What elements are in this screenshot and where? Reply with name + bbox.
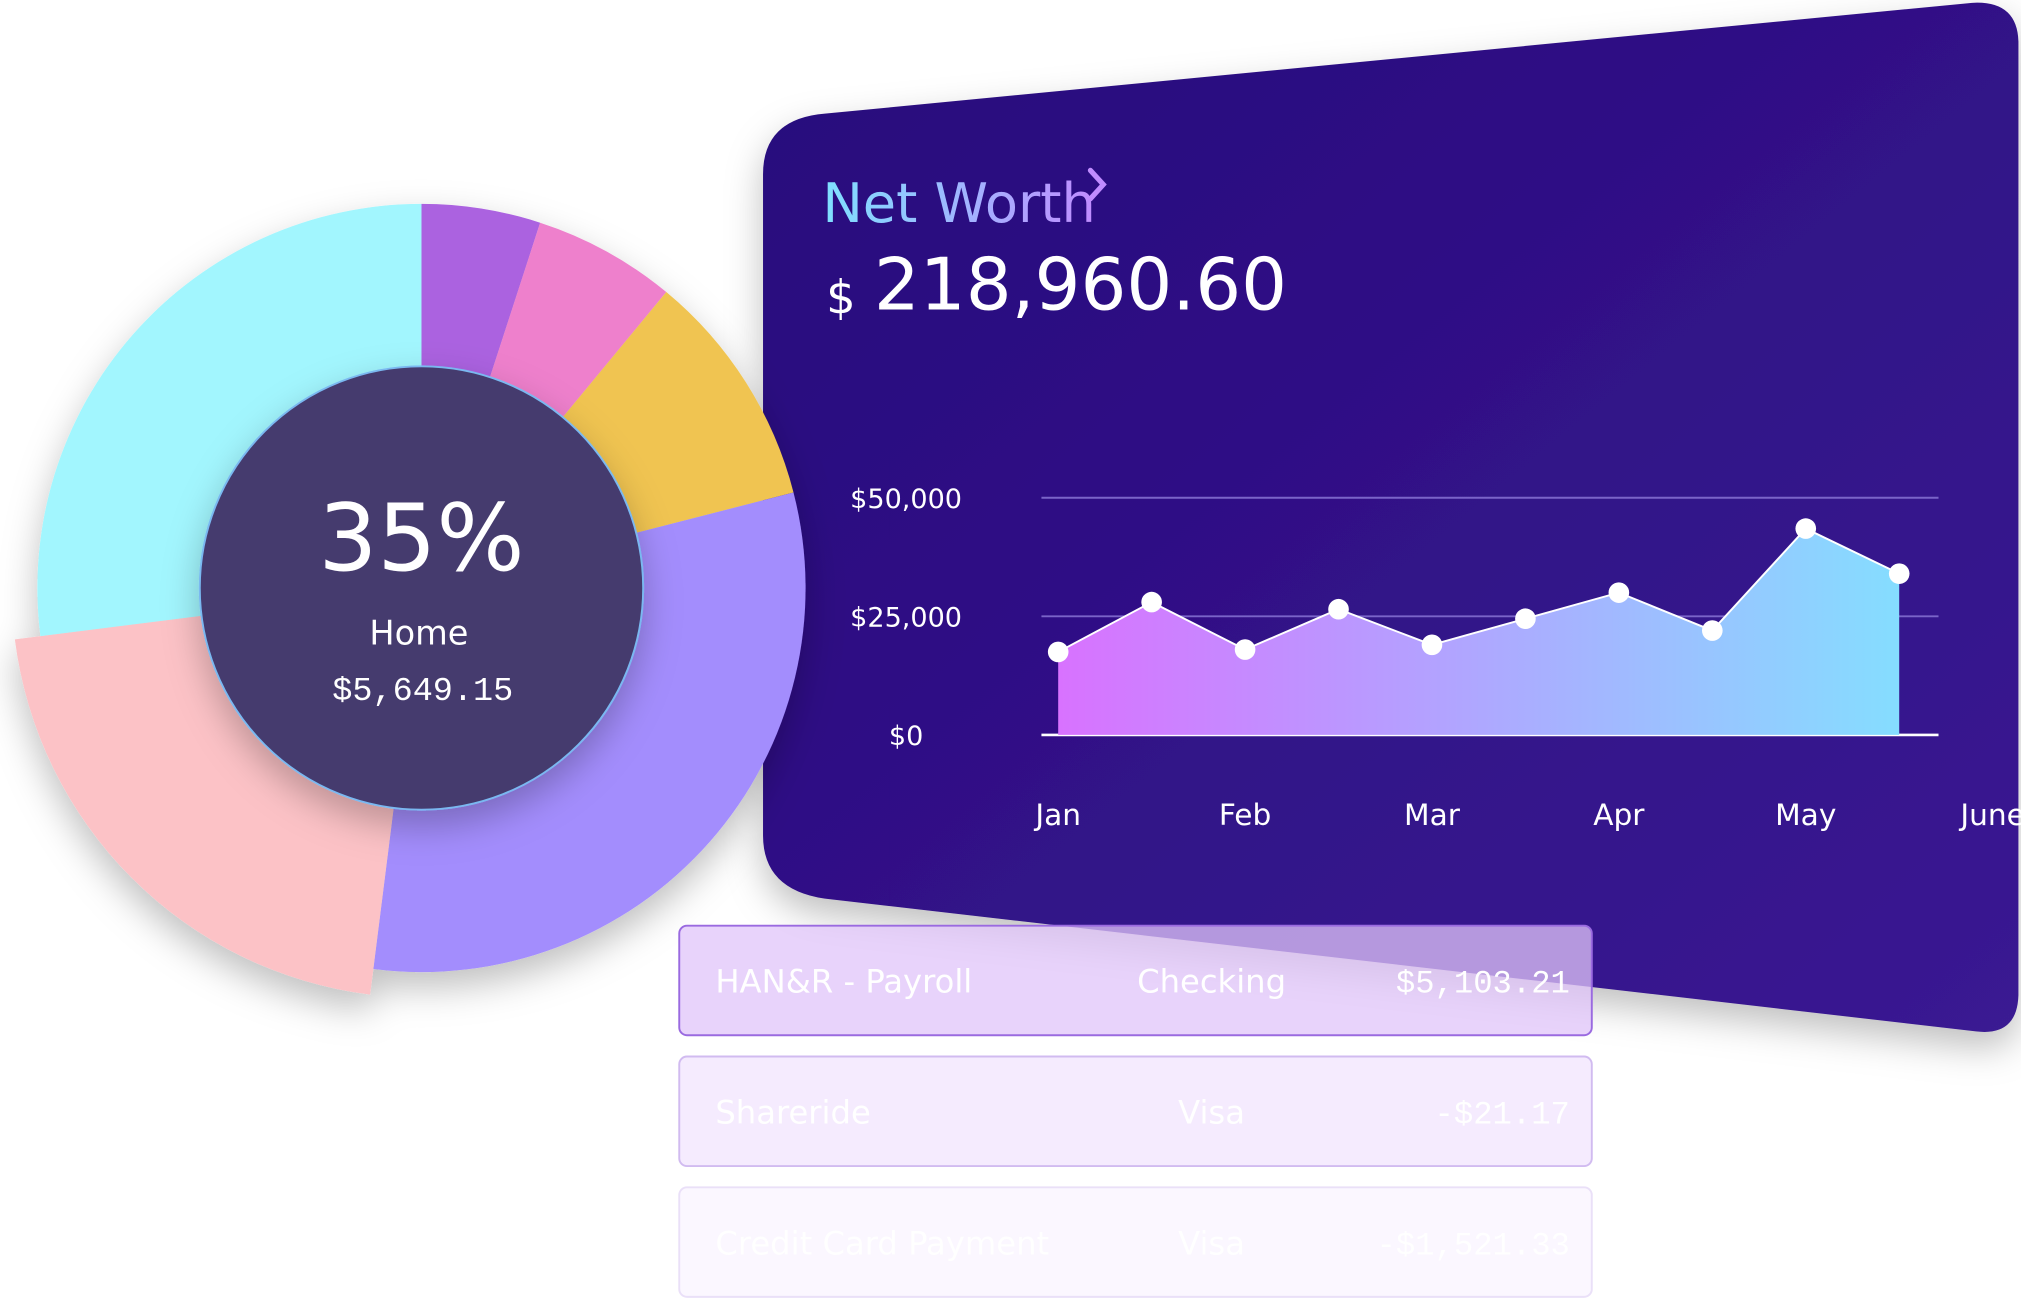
data-point <box>1141 591 1162 613</box>
y-tick-label: $0 <box>889 721 923 752</box>
y-tick-label: $50,000 <box>850 484 962 515</box>
data-point <box>1515 608 1536 630</box>
transaction-amount: $5,103.21 <box>1396 966 1570 1003</box>
total-currency: $ <box>826 270 856 324</box>
chevron-icon[interactable] <box>1087 167 1107 202</box>
data-point <box>1234 639 1256 660</box>
x-tick-label: Jan <box>1033 797 1081 832</box>
y-tick-label: $25,000 <box>850 603 962 634</box>
line <box>1057 527 1900 653</box>
x-tick-label: May <box>1775 797 1836 832</box>
transaction-name: Shareride <box>715 1094 870 1132</box>
row-background <box>678 924 1593 1037</box>
transaction-name: Credit Card Payment <box>715 1224 1049 1262</box>
data-point <box>1421 634 1443 656</box>
transaction-amount: -$1,521.33 <box>1377 1227 1570 1264</box>
x-tick-label: Apr <box>1593 797 1645 832</box>
center-label: Home <box>369 614 468 653</box>
transaction-row[interactable]: Shareride Visa -$21.17 <box>678 1055 1593 1168</box>
row-background <box>678 1055 1593 1168</box>
transaction-account: Checking <box>1137 963 1286 1001</box>
data-point <box>1701 620 1723 641</box>
row-background <box>678 1186 1593 1298</box>
net-worth-card <box>763 2 2019 1032</box>
x-tick-label: Feb <box>1219 797 1271 832</box>
transaction-account: Visa <box>1178 1094 1245 1132</box>
card-title: Net Worth <box>822 172 1095 235</box>
center-amount: $5,649.15 <box>332 673 513 711</box>
x-tick-label: Mar <box>1404 797 1461 832</box>
transaction-row[interactable]: Credit Card Payment Visa -$1,521.33 <box>678 1186 1593 1298</box>
transaction-account: Visa <box>1178 1224 1245 1262</box>
transaction-name: HAN&R - Payroll <box>715 963 972 1001</box>
total-amount: 218,960.60 <box>874 244 1287 328</box>
transaction-amount: -$21.17 <box>1435 1097 1570 1134</box>
x-tick-label: June <box>1958 797 2021 832</box>
donut-center <box>198 365 645 811</box>
transaction-row[interactable]: HAN&R - Payroll Checking $5,103.21 <box>678 924 1593 1037</box>
center-value: 35% <box>318 484 524 592</box>
data-point <box>1608 582 1630 603</box>
data-point <box>1328 598 1349 620</box>
data-point <box>1888 563 1910 584</box>
data-point <box>1047 641 1069 663</box>
data-point <box>1795 518 1817 539</box>
